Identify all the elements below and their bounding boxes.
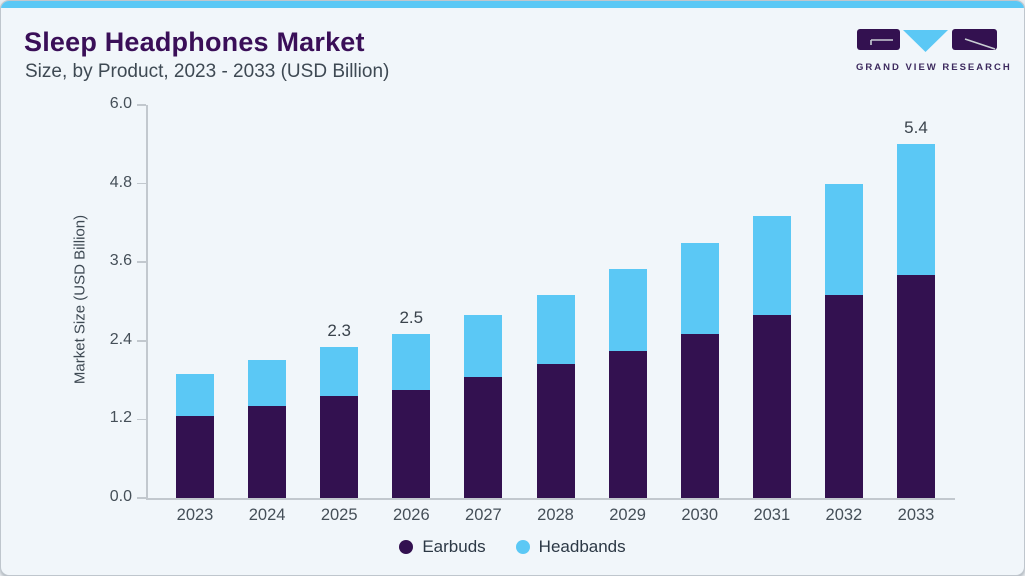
headbands-segment <box>176 373 214 417</box>
legend-item-headbands: Headbands <box>515 537 626 557</box>
headbands-segment <box>464 314 503 377</box>
legend-item-earbuds: Earbuds <box>399 537 486 557</box>
x-tick-label: 2025 <box>320 506 358 524</box>
grand-view-research-logo: GRAND VIEW RESEARCH <box>856 28 1012 73</box>
earbuds-segment <box>248 406 287 498</box>
y-tick-mark <box>137 182 146 185</box>
y-tick-label: 2.4 <box>109 330 132 348</box>
stacked-bar-2026 <box>392 334 431 498</box>
stacked-bar-2029 <box>608 268 647 498</box>
x-tick-label: 2029 <box>609 506 646 524</box>
y-tick-mark <box>137 261 146 263</box>
stacked-bar-2031 <box>752 216 791 498</box>
stacked-bar-2033 <box>897 144 935 498</box>
earbuds-segment <box>464 376 503 498</box>
earbuds-segment <box>680 334 719 498</box>
earbuds-segment <box>320 396 359 498</box>
y-tick-mark <box>137 104 146 106</box>
earbuds-segment <box>392 389 431 498</box>
stacked-bar-2028 <box>536 294 575 498</box>
page-title: Sleep Headphones Market <box>24 27 365 57</box>
x-axis-line <box>146 498 955 500</box>
top-accent-bar <box>1 1 1024 8</box>
brand-name: GRAND VIEW RESEARCH <box>856 62 1012 73</box>
stacked-bar-2024 <box>248 360 287 498</box>
bar-total-label: 2.5 <box>399 308 424 328</box>
earbuds-segment <box>536 363 575 498</box>
y-tick-label: 1.2 <box>109 409 132 427</box>
bar-total-label: 2.3 <box>327 321 351 341</box>
headbands-segment <box>680 242 719 335</box>
earbuds-segment <box>752 314 791 498</box>
x-tick-label: 2030 <box>681 506 719 524</box>
legend-label: Earbuds <box>422 537 486 556</box>
legend-label: Headbands <box>538 537 626 556</box>
stacked-bar-2025 <box>320 347 359 498</box>
x-tick-label: 2033 <box>897 506 935 524</box>
headbands-segment <box>824 183 863 295</box>
headbands-segment <box>608 268 647 351</box>
x-tick-label: 2026 <box>392 506 430 524</box>
headbands-segment <box>248 360 287 407</box>
bar-total-label: 5.4 <box>904 118 928 138</box>
earbuds-segment <box>608 350 647 498</box>
x-tick-label: 2028 <box>537 506 574 524</box>
headbands-segment <box>752 216 791 315</box>
y-tick-mark <box>137 418 146 421</box>
stacked-bar-2027 <box>464 314 503 498</box>
x-tick-label: 2032 <box>825 506 863 524</box>
y-tick-label: 0.0 <box>109 488 132 505</box>
earbuds-segment <box>824 294 863 498</box>
headbands-segment <box>897 144 935 276</box>
y-tick-mark <box>137 497 146 499</box>
y-axis-title: Market Size (USD Billion) <box>71 214 89 385</box>
x-tick-label: 2027 <box>465 506 502 524</box>
y-tick-label: 4.8 <box>109 173 132 191</box>
headbands-segment <box>536 294 575 364</box>
chart-legend: Earbuds Headbands <box>1 537 1024 557</box>
y-axis-line <box>146 105 148 499</box>
earbuds-segment <box>897 275 935 498</box>
y-tick-label: 3.6 <box>109 252 132 270</box>
stacked-bar-2023 <box>176 373 214 498</box>
headbands-segment <box>392 334 431 390</box>
y-tick-label: 6.0 <box>109 95 132 112</box>
headbands-segment <box>320 347 359 397</box>
x-tick-label: 2023 <box>176 506 214 524</box>
y-tick-mark <box>137 340 146 342</box>
stacked-bar-2030 <box>680 242 719 498</box>
page-subtitle: Size, by Product, 2023 - 2033 (USD Billi… <box>25 61 390 82</box>
x-tick-label: 2031 <box>753 506 791 524</box>
legend-dot-icon <box>515 540 530 554</box>
earbuds-segment <box>176 416 214 498</box>
x-tick-label: 2024 <box>248 506 286 524</box>
stacked-bar-2032 <box>824 183 863 498</box>
gvr-logo-icon <box>857 29 997 52</box>
legend-dot-icon <box>399 540 414 554</box>
